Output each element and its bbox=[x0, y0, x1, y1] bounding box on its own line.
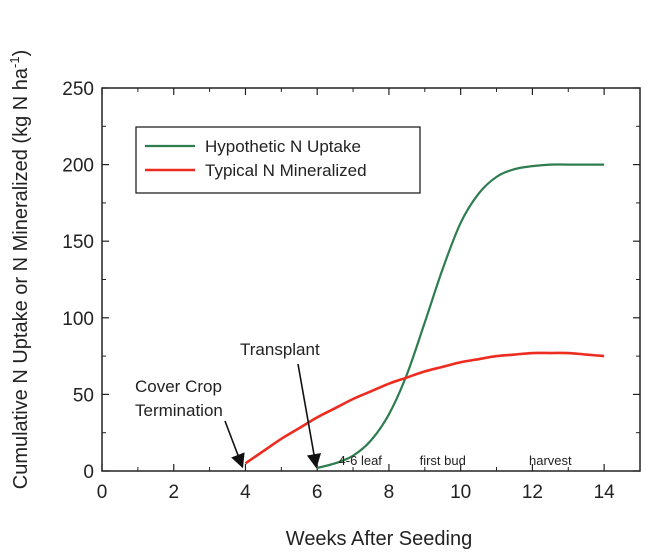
growth-stage-label: 4-6 leaf bbox=[339, 453, 383, 468]
x-tick-label: 4 bbox=[240, 482, 251, 503]
annotation-arrow-termination bbox=[224, 420, 245, 469]
x-tick-label: 8 bbox=[384, 482, 395, 503]
annotation-arrow-transplant bbox=[297, 363, 322, 469]
y-tick-label: 250 bbox=[62, 79, 94, 100]
x-tick-label: 6 bbox=[312, 482, 323, 503]
x-tick-label: 12 bbox=[522, 482, 543, 503]
growth-stage-label: harvest bbox=[529, 453, 572, 468]
legend-label: Hypothetic N Uptake bbox=[205, 137, 361, 156]
x-tick-label: 14 bbox=[594, 482, 616, 503]
series-line-typical-n-mineralized bbox=[244, 351, 605, 465]
annotation-cover-crop: Cover Crop bbox=[135, 377, 222, 396]
y-tick-label: 150 bbox=[62, 232, 94, 253]
legend-box bbox=[135, 126, 421, 194]
legend: Hypothetic N Uptake Typical N Mineralized bbox=[135, 126, 421, 194]
y-tick-label: 50 bbox=[73, 385, 94, 406]
y-tick-label: 100 bbox=[62, 309, 94, 330]
x-tick-label: 10 bbox=[450, 482, 471, 503]
y-tick-label: 200 bbox=[62, 156, 94, 177]
annotation-termination: Termination bbox=[135, 401, 223, 420]
y-tick-label: 0 bbox=[83, 462, 94, 483]
x-tick-label: 0 bbox=[97, 482, 108, 503]
x-tick-label: 2 bbox=[168, 482, 179, 503]
x-axis-label: Weeks After Seeding bbox=[286, 528, 472, 549]
growth-stage-label: first bud bbox=[420, 453, 466, 468]
annotation-transplant: Transplant bbox=[240, 340, 320, 359]
series-line-hypothetic-n-uptake bbox=[316, 163, 605, 470]
y-axis-label: Cumulative N Uptake or N Mineralized (kg… bbox=[7, 50, 32, 490]
legend-label: Typical N Mineralized bbox=[205, 161, 367, 180]
